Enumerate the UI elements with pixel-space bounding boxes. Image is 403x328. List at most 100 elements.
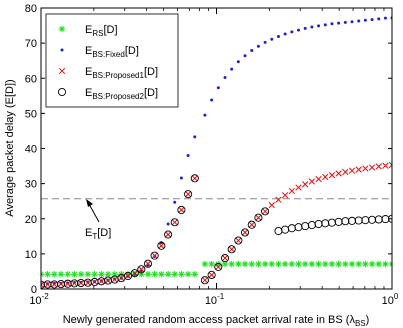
point-proposed1: [281, 192, 289, 199]
point-proposed1: [64, 280, 71, 287]
point-rs: [201, 260, 209, 268]
point-proposed1: [355, 166, 362, 173]
y-tick-label: 80: [25, 3, 37, 15]
point-proposed2: [70, 279, 79, 288]
point-proposed2: [143, 259, 153, 268]
point-fixed: [236, 60, 240, 64]
x-tick-label: 10-2: [29, 292, 49, 307]
point-rs: [144, 270, 152, 278]
point-rs: [308, 260, 316, 268]
point-rs: [111, 270, 119, 278]
point-proposed2: [361, 216, 370, 225]
point-proposed2: [157, 241, 166, 250]
point-fixed: [310, 25, 314, 29]
y-tick-label: 0: [31, 284, 37, 296]
y-tick-label: 60: [25, 73, 37, 85]
point-rs: [98, 270, 105, 278]
point-proposed2: [190, 174, 199, 183]
y-tick-label: 30: [25, 179, 37, 191]
reference-label-sub: T: [92, 232, 97, 241]
point-proposed2: [63, 279, 72, 288]
point-fixed: [350, 20, 354, 24]
x-axis-label-main: Newly generated random access packet arr…: [63, 314, 356, 326]
point-proposed2: [83, 278, 92, 287]
x-axis-label-tail: ): [366, 314, 370, 326]
legend: ERS[D] EBS:Fixed[D] EBS:Proposed1[D] EBS…: [45, 13, 179, 108]
y-tick-label: 50: [25, 108, 37, 120]
point-proposed1: [164, 231, 172, 238]
point-proposed1: [77, 279, 85, 287]
point-fixed: [363, 18, 367, 22]
series-proposed2: [41, 174, 392, 289]
point-proposed2: [200, 276, 209, 285]
point-proposed2: [227, 245, 236, 254]
point-proposed2: [354, 216, 363, 225]
point-proposed1: [51, 281, 58, 288]
point-rs: [342, 260, 349, 268]
point-proposed1: [111, 276, 118, 283]
point-proposed2: [123, 271, 133, 281]
point-proposed2: [50, 280, 59, 289]
point-proposed2: [164, 230, 173, 239]
point-rs: [191, 270, 199, 278]
reference-annotation: ET[D]: [85, 199, 111, 241]
point-proposed2: [184, 190, 193, 199]
y-tick-label: 20: [25, 214, 37, 226]
point-rs: [215, 260, 222, 268]
point-proposed1: [178, 206, 185, 214]
point-rs: [301, 260, 309, 268]
point-proposed1: [91, 278, 98, 286]
point-rs: [178, 270, 185, 278]
legend-fixed-sub: BS:Fixed: [92, 50, 124, 59]
point-fixed: [337, 21, 341, 25]
point-proposed1: [342, 168, 349, 176]
point-proposed1: [71, 280, 78, 287]
point-fixed: [330, 22, 334, 26]
point-proposed1: [288, 187, 295, 195]
point-rs: [255, 260, 262, 268]
legend-p1-main: E: [85, 66, 92, 78]
point-proposed2: [321, 219, 330, 228]
point-proposed1: [124, 272, 132, 280]
series-rs: [41, 260, 392, 278]
legend-p2-tail: [D]: [144, 87, 158, 99]
point-fixed: [203, 113, 207, 117]
point-proposed1: [275, 196, 282, 203]
y-tick-label: 10: [25, 249, 37, 261]
point-rs: [281, 260, 289, 268]
point-rs: [228, 260, 235, 268]
point-fixed: [256, 44, 260, 48]
point-fixed: [173, 200, 177, 204]
point-rs: [164, 270, 172, 278]
x-tick-exponent: -2: [42, 292, 50, 301]
point-proposed1: [375, 163, 382, 170]
point-rs: [221, 260, 229, 268]
point-proposed2: [207, 270, 216, 280]
point-proposed1: [221, 254, 229, 262]
point-rs: [124, 270, 132, 278]
reference-label-tail: [D]: [97, 227, 111, 239]
point-proposed1: [184, 191, 192, 198]
point-fixed: [276, 34, 280, 38]
point-rs: [368, 260, 376, 268]
point-proposed1: [335, 170, 342, 177]
point-proposed1: [348, 167, 356, 174]
point-proposed1: [138, 266, 145, 273]
point-rs: [235, 260, 242, 268]
point-rs: [261, 260, 269, 268]
point-proposed2: [334, 217, 343, 226]
point-rs: [375, 260, 383, 268]
point-proposed1: [315, 175, 322, 183]
point-rs: [104, 270, 112, 278]
point-proposed1: [302, 181, 309, 188]
x-axis-label: Newly generated random access packet arr…: [63, 314, 370, 328]
point-proposed2: [170, 218, 179, 227]
point-proposed1: [228, 246, 235, 253]
point-fixed: [193, 135, 197, 139]
legend-fixed-main: E: [85, 45, 92, 57]
point-rs: [321, 260, 329, 268]
point-fixed: [216, 86, 220, 90]
point-rs: [288, 260, 296, 268]
legend-p1-tail: [D]: [144, 66, 158, 78]
legend-marker-proposed2: [57, 87, 67, 97]
